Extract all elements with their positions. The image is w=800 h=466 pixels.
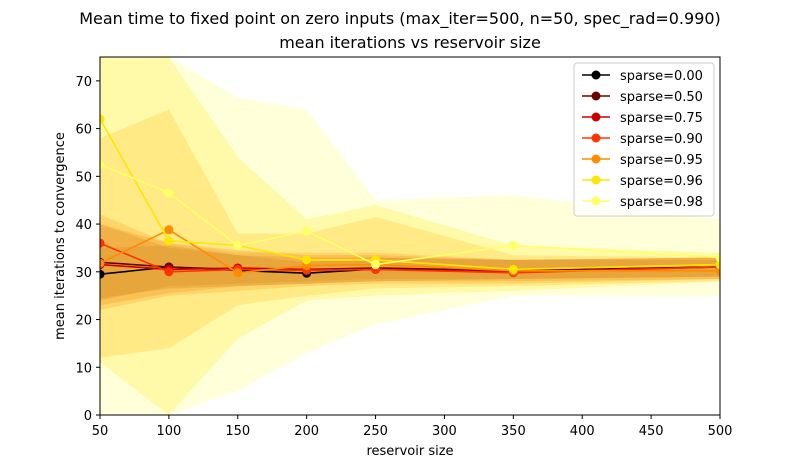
legend-marker-1 <box>591 91 601 101</box>
legend-marker-0 <box>591 70 601 80</box>
band-series-4 <box>100 109 720 358</box>
legend-marker-4 <box>591 154 601 164</box>
point-series-5-6 <box>715 260 720 270</box>
chart-title: Mean time to fixed point on zero inputs … <box>79 9 721 29</box>
y-tick-label-7: 70 <box>75 75 92 90</box>
x-axis-label: reservoir size <box>366 444 453 459</box>
legend-label-6: sparse=0.98 <box>620 195 703 210</box>
x-tick-label-3: 200 <box>294 424 319 439</box>
point-series-6-1 <box>164 188 174 198</box>
x-tick-label-5: 300 <box>432 424 457 439</box>
legend-label-1: sparse=0.50 <box>620 90 703 105</box>
legend-marker-6 <box>591 196 601 206</box>
legend-label-2: sparse=0.75 <box>620 111 703 126</box>
point-series-4-1 <box>164 225 174 235</box>
band-series-6 <box>100 57 720 415</box>
axes: 50 100 150 200 250 300 350 400 450 500 0 10 20 30 40 50… <box>75 56 733 439</box>
point-series-6-4 <box>371 260 381 270</box>
y-tick-label-3: 30 <box>75 266 92 281</box>
y-tick-label-6: 60 <box>75 123 92 138</box>
x-tick-label-7: 400 <box>570 424 595 439</box>
point-series-3-1 <box>164 267 174 277</box>
point-series-6-6 <box>715 252 720 262</box>
y-tick-label-2: 20 <box>75 314 92 329</box>
point-series-5-3 <box>302 255 312 265</box>
x-tick-label-1: 100 <box>156 424 181 439</box>
x-tick-label-8: 450 <box>639 424 664 439</box>
y-tick-label-4: 40 <box>75 218 92 233</box>
series-lines <box>100 114 720 279</box>
point-series-0-0 <box>100 269 105 279</box>
point-series-5-0 <box>100 114 105 124</box>
x-tick-label-2: 150 <box>225 424 250 439</box>
point-series-5-5 <box>508 264 518 274</box>
plot-frame <box>99 56 721 416</box>
legend: sparse=0.00 sparse=0.50 sparse=0.75 sparse=… <box>573 62 715 217</box>
legend-label-0: sparse=0.00 <box>620 69 703 84</box>
point-series-6-5 <box>508 241 518 251</box>
y-tick-label-0: 0 <box>84 409 92 424</box>
point-series-3-0 <box>100 238 105 248</box>
chart-subtitle: mean iterations vs reservoir size <box>279 33 541 52</box>
point-series-4-2 <box>233 268 243 278</box>
legend-label-4: sparse=0.95 <box>620 153 703 168</box>
legend-marker-2 <box>591 112 601 122</box>
legend-label-5: sparse=0.96 <box>620 174 703 189</box>
x-tick-label-4: 250 <box>363 424 388 439</box>
point-series-6-0 <box>100 159 105 169</box>
legend-marker-3 <box>591 133 601 143</box>
legend-label-3: sparse=0.90 <box>620 132 703 147</box>
x-tick-label-6: 350 <box>501 424 526 439</box>
x-tick-label-0: 50 <box>92 424 109 439</box>
band-series-5 <box>100 57 720 415</box>
x-tick-label-9: 500 <box>708 424 733 439</box>
y-tick-label-5: 50 <box>75 170 92 185</box>
point-series-6-3 <box>302 226 312 236</box>
point-series-6-2 <box>233 241 243 251</box>
point-series-4-0 <box>100 258 105 268</box>
band-series-0 <box>100 245 720 299</box>
point-series-5-1 <box>164 236 174 246</box>
y-axis-label: mean iterations to convergence <box>53 132 68 340</box>
legend-marker-5 <box>591 175 601 185</box>
y-tick-label-1: 10 <box>75 361 92 376</box>
legend-box <box>573 62 715 217</box>
band-series-2 <box>100 224 720 306</box>
